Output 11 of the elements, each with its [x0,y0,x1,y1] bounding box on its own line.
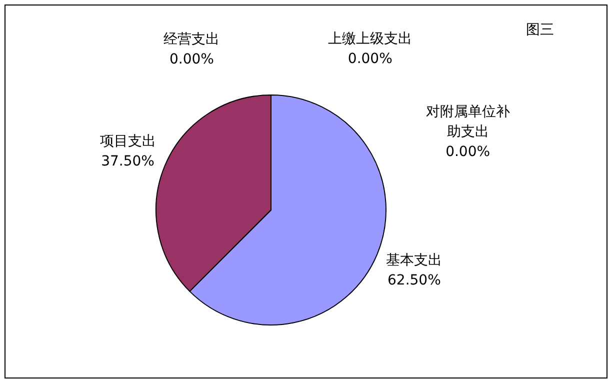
data-label: 37.50% [101,154,154,170]
data-label: 62.50% [388,272,441,288]
text: 0.00% [348,50,392,67]
text: 0.00% [169,51,214,68]
slice-label: 项目支出 [100,134,156,150]
category-label: 对附属单位补助支出 [426,104,510,140]
text: 0.00% [446,144,490,160]
slice-label: 基本支出 [386,252,442,268]
text: 图三 [526,22,554,38]
category-label: 上缴上级支出 [328,30,412,47]
category-label: 经营支出 [164,31,220,48]
